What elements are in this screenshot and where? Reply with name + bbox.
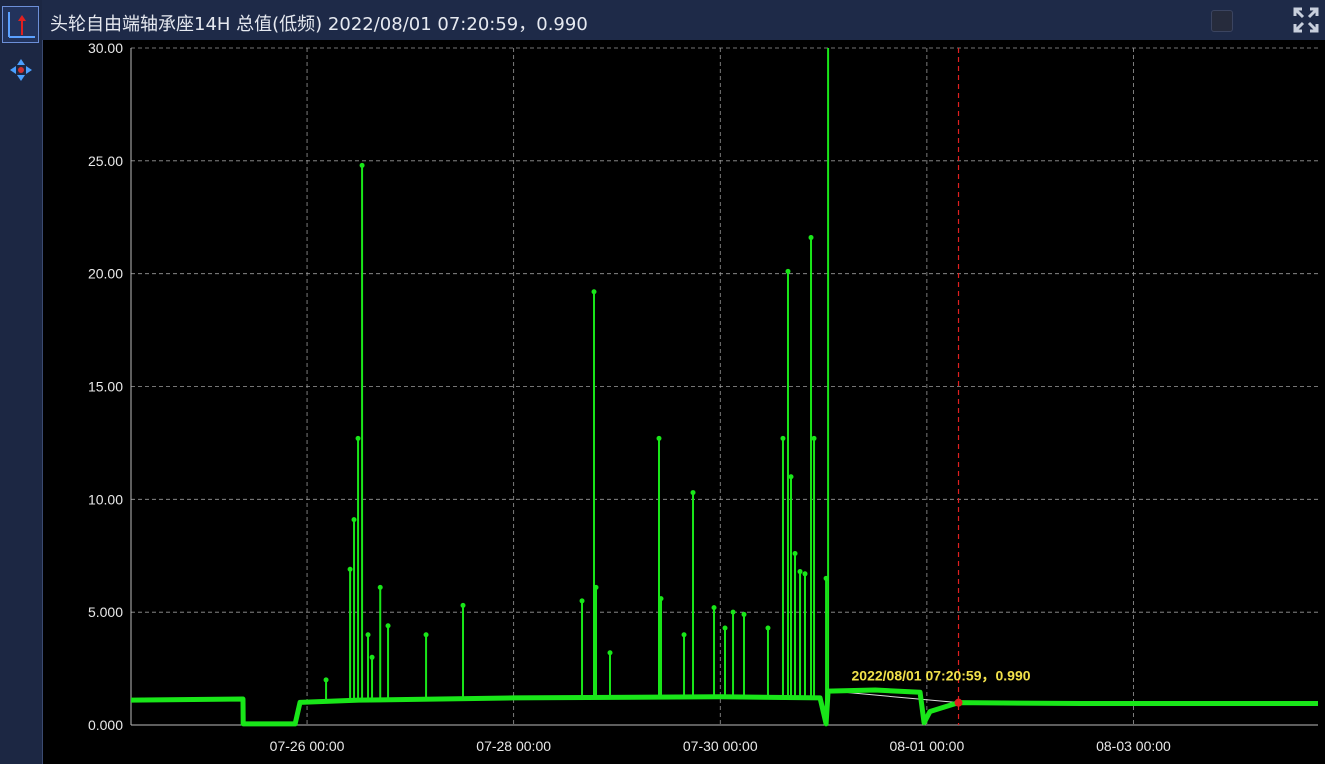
data-point (423, 632, 429, 638)
toolbar (0, 0, 43, 764)
data-point (369, 654, 375, 660)
data-point (323, 677, 329, 683)
data-point (460, 602, 466, 608)
y-tick-label: 15.00 (88, 379, 123, 395)
data-point (788, 474, 794, 480)
y-tick-label: 30.00 (88, 40, 123, 56)
x-tick-label: 08-03 00:00 (1096, 738, 1171, 754)
data-point (355, 435, 361, 441)
expand-icon (1293, 7, 1319, 33)
data-point (765, 625, 771, 631)
axis-icon (8, 12, 35, 38)
connector-line (832, 690, 959, 704)
cursor-point (954, 698, 963, 707)
y-tick-label: 20.00 (88, 266, 123, 282)
data-point (808, 235, 814, 241)
data-point (785, 268, 791, 274)
data-point (741, 611, 747, 617)
data-point (365, 632, 371, 638)
data-point (591, 289, 597, 295)
data-point (811, 435, 817, 441)
expand-button[interactable] (1292, 6, 1320, 34)
y-tick-label: 0.000 (88, 717, 123, 733)
y-tick-label: 5.000 (88, 604, 123, 620)
data-point (385, 623, 391, 629)
data-point (656, 435, 662, 441)
checkbox[interactable] (1211, 10, 1233, 32)
data-point (359, 162, 365, 168)
series-line (130, 687, 1318, 727)
data-point (711, 605, 717, 611)
data-point (351, 517, 357, 523)
data-point (730, 609, 736, 615)
title-bar: 头轮自由端轴承座14H 总值(低频) 2022/08/01 07:20:59，0… (42, 0, 1325, 40)
data-point (607, 650, 613, 656)
data-point (658, 596, 664, 602)
data-point (792, 550, 798, 556)
data-point (780, 435, 786, 441)
trend-chart[interactable]: 0.000 5.000 10.00 15.00 20.00 25.00 30.00 07-26… (42, 40, 1325, 764)
data-point (579, 598, 585, 604)
x-tick-label: 07-26 00:00 (270, 738, 345, 754)
data-point (377, 584, 383, 590)
data-point (347, 566, 353, 572)
move-icon (10, 59, 32, 81)
y-tick-label: 10.00 (88, 491, 123, 507)
data-point (690, 490, 696, 496)
y-tick-label: 25.00 (88, 153, 123, 169)
data-point (722, 625, 728, 631)
x-tick-label: 08-01 00:00 (890, 738, 965, 754)
data-point (593, 584, 599, 590)
move-tool-button[interactable] (9, 58, 33, 82)
cursor-annotation: 2022/08/01 07:20:59，0.990 (852, 668, 1031, 684)
data-point (681, 632, 687, 638)
data-point (802, 571, 808, 577)
axis-tool-button[interactable] (2, 6, 39, 43)
data-point (797, 569, 803, 575)
chart-title: 头轮自由端轴承座14H 总值(低频) 2022/08/01 07:20:59，0… (50, 14, 588, 35)
x-tick-label: 07-30 00:00 (683, 738, 758, 754)
x-tick-label: 07-28 00:00 (476, 738, 551, 754)
